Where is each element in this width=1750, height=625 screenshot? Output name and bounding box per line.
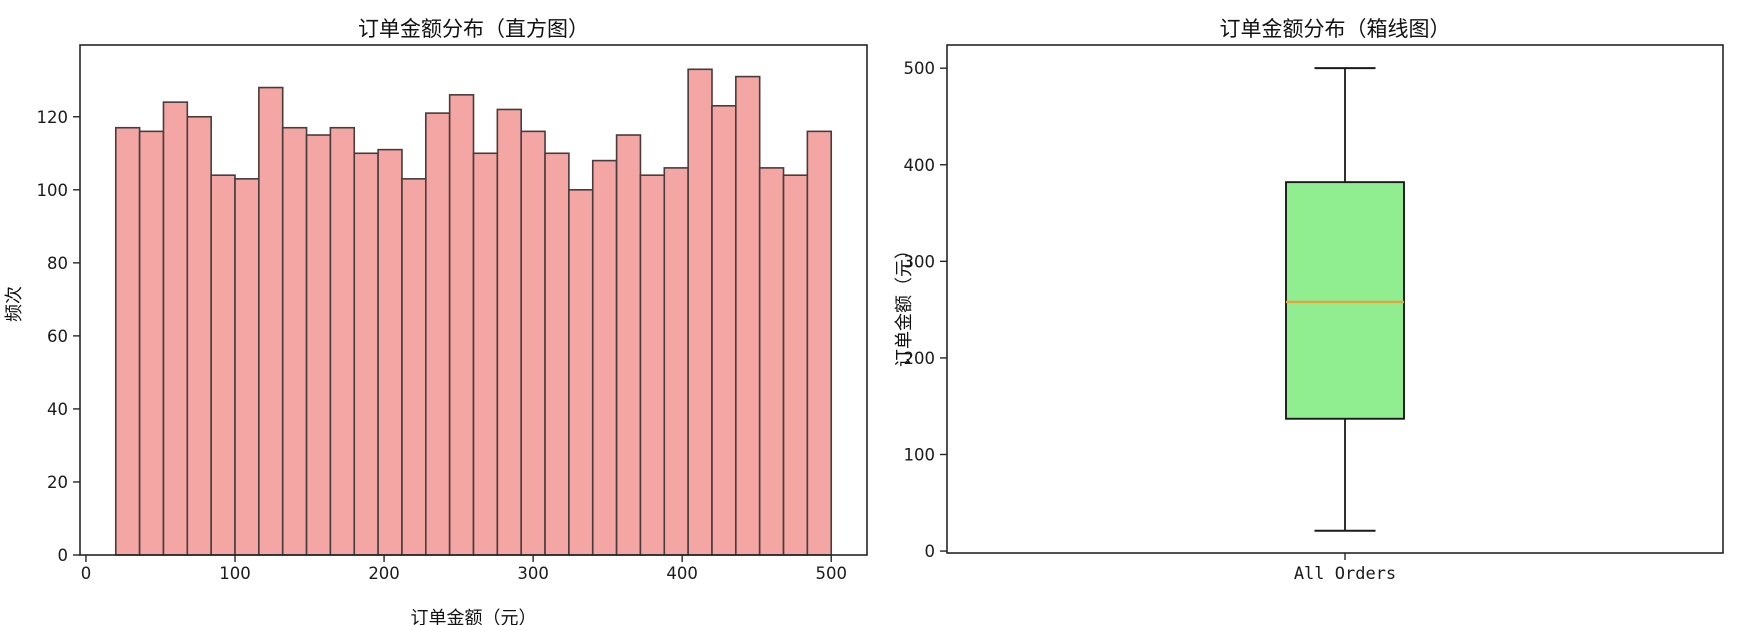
y-axis-ticks: 0 20 40 60 80 100 120 — [37, 108, 80, 565]
histogram-bar — [591, 159, 618, 556]
histogram-bar — [496, 108, 523, 556]
histogram-bar — [782, 174, 809, 556]
histogram-bar — [806, 130, 833, 556]
x-tick-label: 0 — [81, 564, 92, 583]
histogram-bar — [258, 86, 284, 556]
y-tick-label: 100 — [37, 181, 69, 200]
y-tick-label: 100 — [904, 445, 936, 464]
box-and-whiskers — [1285, 67, 1405, 532]
histogram-bar — [520, 130, 546, 556]
x-tick-label: 300 — [517, 564, 549, 583]
histogram-bar — [758, 167, 785, 556]
y-tick-label: 20 — [47, 473, 68, 492]
x-tick-label: 500 — [815, 564, 847, 583]
histogram-plot-area: 0 100 200 300 400 500 0 20 40 60 80 100 120 — [37, 44, 868, 583]
y-tick-label: 400 — [904, 156, 936, 175]
x-tick-label: 200 — [368, 564, 400, 583]
y-tick-label: 120 — [37, 108, 69, 127]
histogram-bar — [305, 134, 332, 556]
y-tick-label: 0 — [58, 546, 69, 565]
axes-frame — [946, 44, 1724, 554]
y-tick-label: 200 — [904, 349, 936, 368]
histogram-bar — [639, 174, 666, 556]
boxplot-plot-area: 0 100 200 300 400 500 All Orders — [904, 44, 1724, 584]
histogram-bar — [663, 167, 689, 556]
histogram-bar — [735, 75, 761, 556]
y-tick-label: 500 — [904, 59, 936, 78]
y-tick-label: 0 — [925, 542, 936, 561]
histogram-bar — [424, 112, 451, 556]
histogram-bar — [162, 101, 189, 556]
histogram-bar — [186, 115, 212, 556]
histogram-bar — [615, 134, 642, 556]
histogram-bar — [353, 152, 379, 556]
histogram-bar — [568, 189, 594, 556]
histogram-bar — [687, 68, 713, 556]
x-tick-label: 400 — [666, 564, 698, 583]
boxplot-title: 订单金额分布（箱线图） — [1219, 18, 1451, 41]
histogram-bar — [472, 152, 499, 556]
axes-frame — [79, 44, 868, 556]
histogram-bar — [234, 178, 260, 556]
histogram-bar — [210, 174, 236, 556]
category-label: All Orders — [1294, 564, 1396, 584]
histogram-bar — [448, 94, 475, 556]
histogram-bars — [114, 68, 833, 556]
histogram-bar — [711, 105, 737, 556]
histogram-bar — [401, 178, 427, 556]
histogram-bar — [544, 152, 570, 556]
x-tick-label: 100 — [219, 564, 251, 583]
histogram-bar — [377, 148, 403, 556]
y-tick-label: 40 — [47, 400, 68, 419]
histogram-title: 订单金额分布（直方图） — [358, 18, 589, 41]
y-axis-ticks: 0 100 200 300 400 500 — [904, 59, 947, 561]
histogram-bar — [138, 130, 165, 556]
y-tick-label: 300 — [904, 252, 936, 271]
iqr-box — [1285, 181, 1405, 420]
y-tick-label: 80 — [47, 254, 68, 273]
histogram-bar — [281, 126, 308, 556]
x-axis-ticks: 0 100 200 300 400 500 — [81, 555, 847, 583]
y-tick-label: 60 — [47, 327, 68, 346]
histogram-bar — [329, 126, 356, 556]
histogram-bar — [114, 126, 141, 556]
histogram-x-axis-label: 订单金额（元） — [410, 608, 537, 625]
